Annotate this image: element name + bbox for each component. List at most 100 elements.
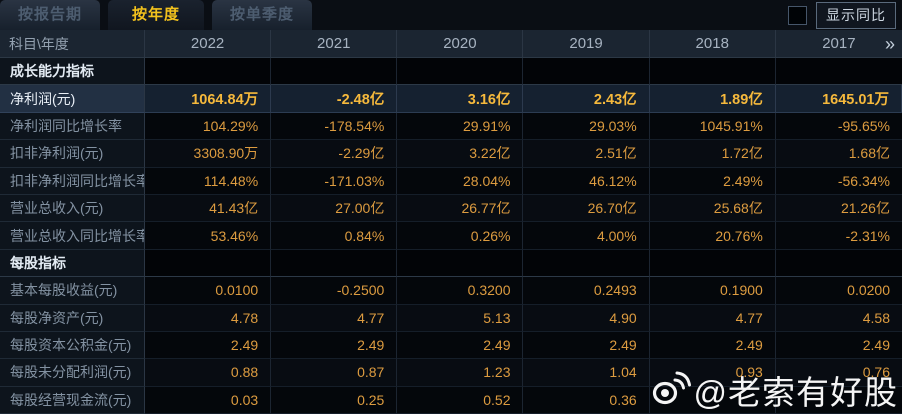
year-header-2017[interactable]: 2017» <box>822 33 895 54</box>
value-cell: 2.51亿 <box>523 140 650 168</box>
year-header-2020[interactable]: 2020 <box>397 30 524 57</box>
row-label[interactable]: 每股净资产(元) <box>0 304 145 332</box>
row-label[interactable]: 扣非净利润同比增长率 <box>0 167 145 195</box>
value-cell <box>523 249 650 278</box>
year-header-2018[interactable]: 2018 <box>650 30 776 57</box>
year-header-2021[interactable]: 2021 <box>271 30 398 57</box>
table-row: 每股经营现金流(元) 0.03 0.25 0.52 0.36 <box>0 386 902 414</box>
value-cell <box>649 386 776 414</box>
value-cell: 4.90 <box>523 304 650 332</box>
more-years-icon[interactable]: » <box>884 33 895 54</box>
table-row: 每股净资产(元) 4.78 4.77 5.13 4.90 4.77 4.58 <box>0 304 902 332</box>
value-cell: 27.00亿 <box>271 194 398 223</box>
value-cell: 4.58 <box>775 304 902 332</box>
value-cell: 2.43亿 <box>523 85 650 113</box>
value-cell: -95.65% <box>775 112 902 141</box>
show-yoy-button[interactable]: 显示同比 <box>816 1 896 29</box>
section-row: 每股指标 <box>0 249 902 278</box>
period-tab-bar: 按报告期 按年度 按单季度 显示同比 <box>0 0 902 30</box>
value-cell: 0.52 <box>397 386 524 414</box>
row-label[interactable]: 每股未分配利润(元) <box>0 359 145 387</box>
value-cell: 29.03% <box>523 112 650 141</box>
value-cell: 2.49 <box>775 331 902 360</box>
table-body: 成长能力指标 净利润(元) 1064.84万 -2.48亿 3.16亿 2.43亿 1.89… <box>0 58 902 414</box>
value-cell <box>145 58 272 86</box>
value-cell: -2.48亿 <box>271 85 398 113</box>
value-cell: 3308.90万 <box>145 140 272 168</box>
value-cell <box>271 58 398 86</box>
value-cell: 0.76 <box>775 359 902 387</box>
value-cell <box>397 58 524 86</box>
value-cell: 2.49 <box>649 331 776 360</box>
row-label[interactable]: 净利润同比增长率 <box>0 112 145 141</box>
tab-2[interactable]: 按单季度 <box>212 0 313 30</box>
row-label[interactable]: 每股资本公积金(元) <box>0 331 145 360</box>
table-row: 每股资本公积金(元) 2.49 2.49 2.49 2.49 2.49 2.49 <box>0 331 902 360</box>
row-label[interactable]: 营业总收入同比增长率 <box>0 222 145 250</box>
yoy-controls: 显示同比 <box>788 0 902 30</box>
value-cell: 2.49 <box>271 331 398 360</box>
row-label[interactable]: 净利润(元) <box>0 85 145 113</box>
value-cell: 0.0100 <box>145 277 272 305</box>
row-label[interactable]: 成长能力指标 <box>0 58 145 86</box>
row-label[interactable]: 营业总收入(元) <box>0 194 145 223</box>
value-cell: 41.43亿 <box>145 194 272 223</box>
value-cell: 0.03 <box>145 386 272 414</box>
table-header-row: 科目\年度 2022 2021 2020 2019 2018 2017» <box>0 30 902 58</box>
year-header-2019[interactable]: 2019 <box>523 30 650 57</box>
value-cell: 4.77 <box>649 304 776 332</box>
value-cell: 3.22亿 <box>397 140 524 168</box>
value-cell <box>523 58 650 86</box>
value-cell <box>775 58 902 86</box>
value-cell: 3.16亿 <box>397 85 524 113</box>
tab-0[interactable]: 按报告期 <box>0 0 101 30</box>
table-row: 营业总收入(元) 41.43亿 27.00亿 26.77亿 26.70亿 25.68亿 21… <box>0 194 902 223</box>
value-cell: 0.93 <box>649 359 776 387</box>
table-row: 扣非净利润同比增长率 114.48% -171.03% 28.04% 46.12% 2.4… <box>0 167 902 195</box>
value-cell: 104.29% <box>145 112 272 141</box>
value-cell: 53.46% <box>145 222 272 250</box>
year-header-2022[interactable]: 2022 <box>145 30 272 57</box>
value-cell: 2.49 <box>145 331 272 360</box>
row-label[interactable]: 每股指标 <box>0 249 145 278</box>
value-cell: 1045.91% <box>649 112 776 141</box>
value-cell: 20.76% <box>649 222 776 250</box>
value-cell: 2.49% <box>649 167 776 195</box>
value-cell: -56.34% <box>775 167 902 195</box>
value-cell: 1.04 <box>523 359 650 387</box>
row-label[interactable]: 每股经营现金流(元) <box>0 386 145 414</box>
value-cell: 1.72亿 <box>649 140 776 168</box>
value-cell <box>145 249 272 278</box>
row-label[interactable]: 扣非净利润(元) <box>0 140 145 168</box>
value-cell: 4.77 <box>271 304 398 332</box>
value-cell <box>775 249 902 278</box>
value-cell: 25.68亿 <box>649 194 776 223</box>
value-cell: 1.68亿 <box>775 140 902 168</box>
table-row: 营业总收入同比增长率 53.46% 0.84% 0.26% 4.00% 20.76% -2.… <box>0 222 902 250</box>
value-cell <box>649 249 776 278</box>
value-cell <box>397 249 524 278</box>
value-cell: 1.89亿 <box>649 85 776 113</box>
section-row: 成长能力指标 <box>0 58 902 86</box>
value-cell: 4.00% <box>523 222 650 250</box>
value-cell: -0.2500 <box>271 277 398 305</box>
table-row: 净利润(元) 1064.84万 -2.48亿 3.16亿 2.43亿 1.89亿 1645.… <box>0 85 902 113</box>
value-cell: -2.31% <box>775 222 902 250</box>
value-cell: 0.36 <box>523 386 650 414</box>
value-cell: 0.84% <box>271 222 398 250</box>
value-cell: 0.88 <box>145 359 272 387</box>
value-cell <box>775 386 902 414</box>
value-cell: -2.29亿 <box>271 140 398 168</box>
table-row: 每股未分配利润(元) 0.88 0.87 1.23 1.04 0.93 0.76 <box>0 359 902 387</box>
value-cell: 26.77亿 <box>397 194 524 223</box>
value-cell: 26.70亿 <box>523 194 650 223</box>
value-cell: 0.25 <box>271 386 398 414</box>
table-row: 基本每股收益(元) 0.0100 -0.2500 0.3200 0.2493 0.1900… <box>0 277 902 305</box>
row-label[interactable]: 基本每股收益(元) <box>0 277 145 305</box>
value-cell: 21.26亿 <box>775 194 902 223</box>
tab-1[interactable]: 按年度 <box>108 0 205 30</box>
show-yoy-checkbox[interactable] <box>788 5 807 25</box>
value-cell: 1064.84万 <box>145 85 272 113</box>
table-row: 扣非净利润(元) 3308.90万 -2.29亿 3.22亿 2.51亿 1.72亿 1.6… <box>0 140 902 168</box>
